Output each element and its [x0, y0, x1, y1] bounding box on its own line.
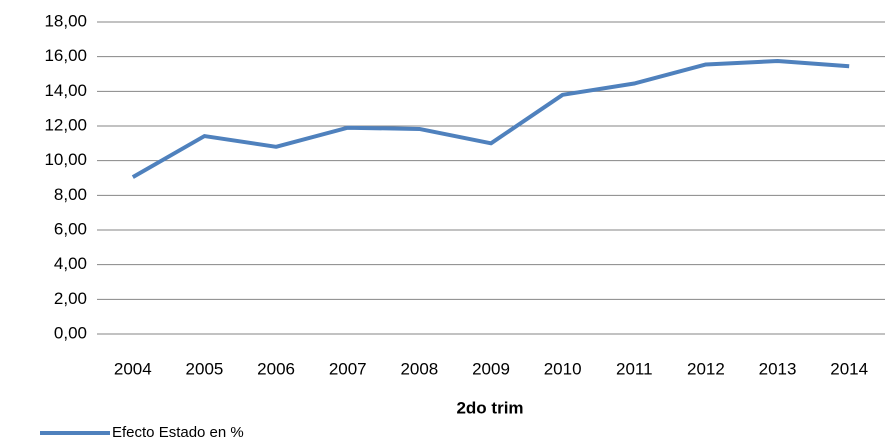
x-tick-label: 2004: [114, 359, 152, 378]
x-tick-label: 2007: [329, 359, 367, 378]
data-line: [131, 59, 850, 179]
y-tick-label: 2,00: [54, 289, 87, 308]
y-tick-label: 12,00: [44, 115, 87, 134]
y-tick-label: 0,00: [54, 323, 87, 342]
x-tick-label: 2009: [472, 359, 510, 378]
x-tick-label: 2005: [186, 359, 224, 378]
y-tick-label: 8,00: [54, 185, 87, 204]
x-tick-label: 2008: [400, 359, 438, 378]
x-tick-label: 2014: [830, 359, 868, 378]
y-tick-label: 4,00: [54, 254, 87, 273]
legend-label: Efecto Estado en %: [112, 424, 244, 441]
y-tick-label: 16,00: [44, 46, 87, 65]
x-axis-title: 2do trim: [456, 398, 523, 417]
x-tick-label: 2013: [759, 359, 797, 378]
x-tick-label: 2006: [257, 359, 295, 378]
x-tick-label: 2011: [616, 359, 653, 378]
y-tick-label: 14,00: [44, 81, 87, 100]
x-tick-label: 2012: [687, 359, 725, 378]
y-tick-label: 18,00: [44, 11, 87, 30]
x-tick-label: 2010: [544, 359, 582, 378]
y-tick-label: 10,00: [44, 150, 87, 169]
y-tick-label: 6,00: [54, 219, 87, 238]
